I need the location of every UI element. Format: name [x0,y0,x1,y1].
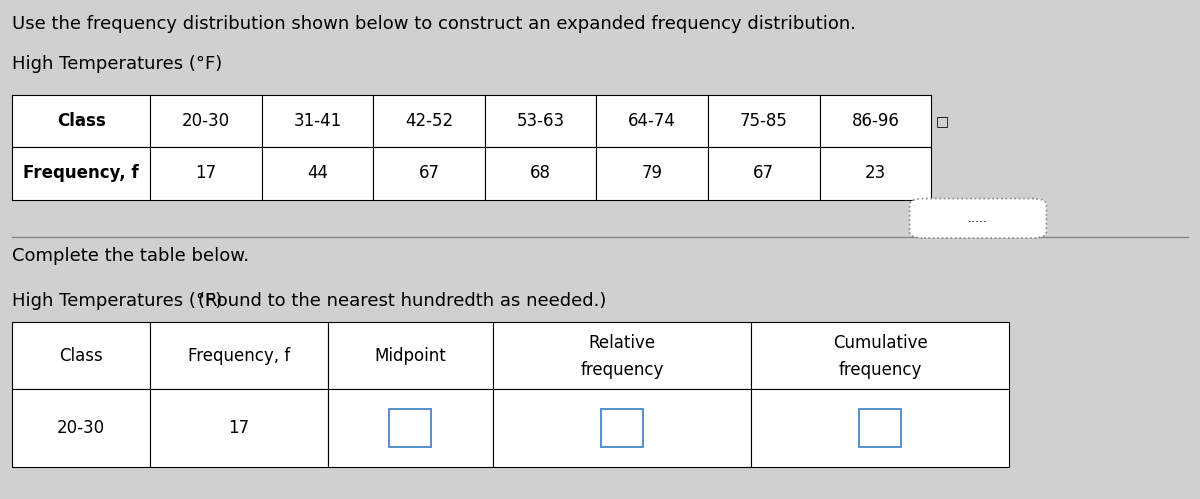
Bar [373,147,485,200]
Text: 17: 17 [228,419,250,437]
Text: 75-85: 75-85 [740,112,787,130]
Text: High Temperatures (°F): High Temperatures (°F) [12,292,222,310]
Bar [596,147,708,200]
Bar [485,147,596,200]
Text: Relative: Relative [589,334,655,352]
Bar [328,389,493,467]
Bar [150,322,328,389]
Bar [150,95,262,147]
Text: □: □ [936,114,949,128]
Bar [12,389,150,467]
Text: 79: 79 [642,164,662,183]
Text: 67: 67 [754,164,774,183]
Text: 20-30: 20-30 [56,419,106,437]
Bar [373,95,485,147]
Text: Class: Class [59,346,103,365]
Text: 53-63: 53-63 [516,112,565,130]
Bar [485,95,596,147]
Bar [493,322,751,389]
Text: Use the frequency distribution shown below to construct an expanded frequency di: Use the frequency distribution shown bel… [12,15,856,33]
Text: frequency: frequency [839,361,922,379]
Bar [859,409,901,447]
FancyBboxPatch shape [910,199,1046,238]
Bar [596,95,708,147]
Bar [601,409,643,447]
Bar [390,409,432,447]
Text: frequency: frequency [581,361,664,379]
Bar [708,147,820,200]
Bar [150,147,262,200]
Bar [12,147,150,200]
Bar [150,389,328,467]
Text: 86-96: 86-96 [852,112,899,130]
Text: 17: 17 [196,164,216,183]
Text: 44: 44 [307,164,328,183]
Bar [262,95,373,147]
Bar [751,322,1009,389]
Bar [751,389,1009,467]
Text: 20-30: 20-30 [181,112,230,130]
Text: Complete the table below.: Complete the table below. [12,247,250,265]
Bar [493,389,751,467]
Bar [820,147,931,200]
Text: Frequency, f: Frequency, f [187,346,290,365]
Bar [12,322,150,389]
Text: Frequency, f: Frequency, f [23,164,139,183]
Text: 68: 68 [530,164,551,183]
Bar [708,95,820,147]
Text: 64-74: 64-74 [629,112,676,130]
Text: 23: 23 [865,164,886,183]
Bar [820,95,931,147]
Text: 67: 67 [419,164,439,183]
Text: (Round to the nearest hundredth as needed.): (Round to the nearest hundredth as neede… [198,292,606,310]
Text: Class: Class [56,112,106,130]
Text: Cumulative: Cumulative [833,334,928,352]
Text: High Temperatures (°F): High Temperatures (°F) [12,55,222,73]
Text: 31-41: 31-41 [293,112,342,130]
Bar [12,95,150,147]
Bar [262,147,373,200]
Text: .....: ..... [968,212,988,225]
Text: Midpoint: Midpoint [374,346,446,365]
Text: 42-52: 42-52 [404,112,454,130]
Bar [328,322,493,389]
